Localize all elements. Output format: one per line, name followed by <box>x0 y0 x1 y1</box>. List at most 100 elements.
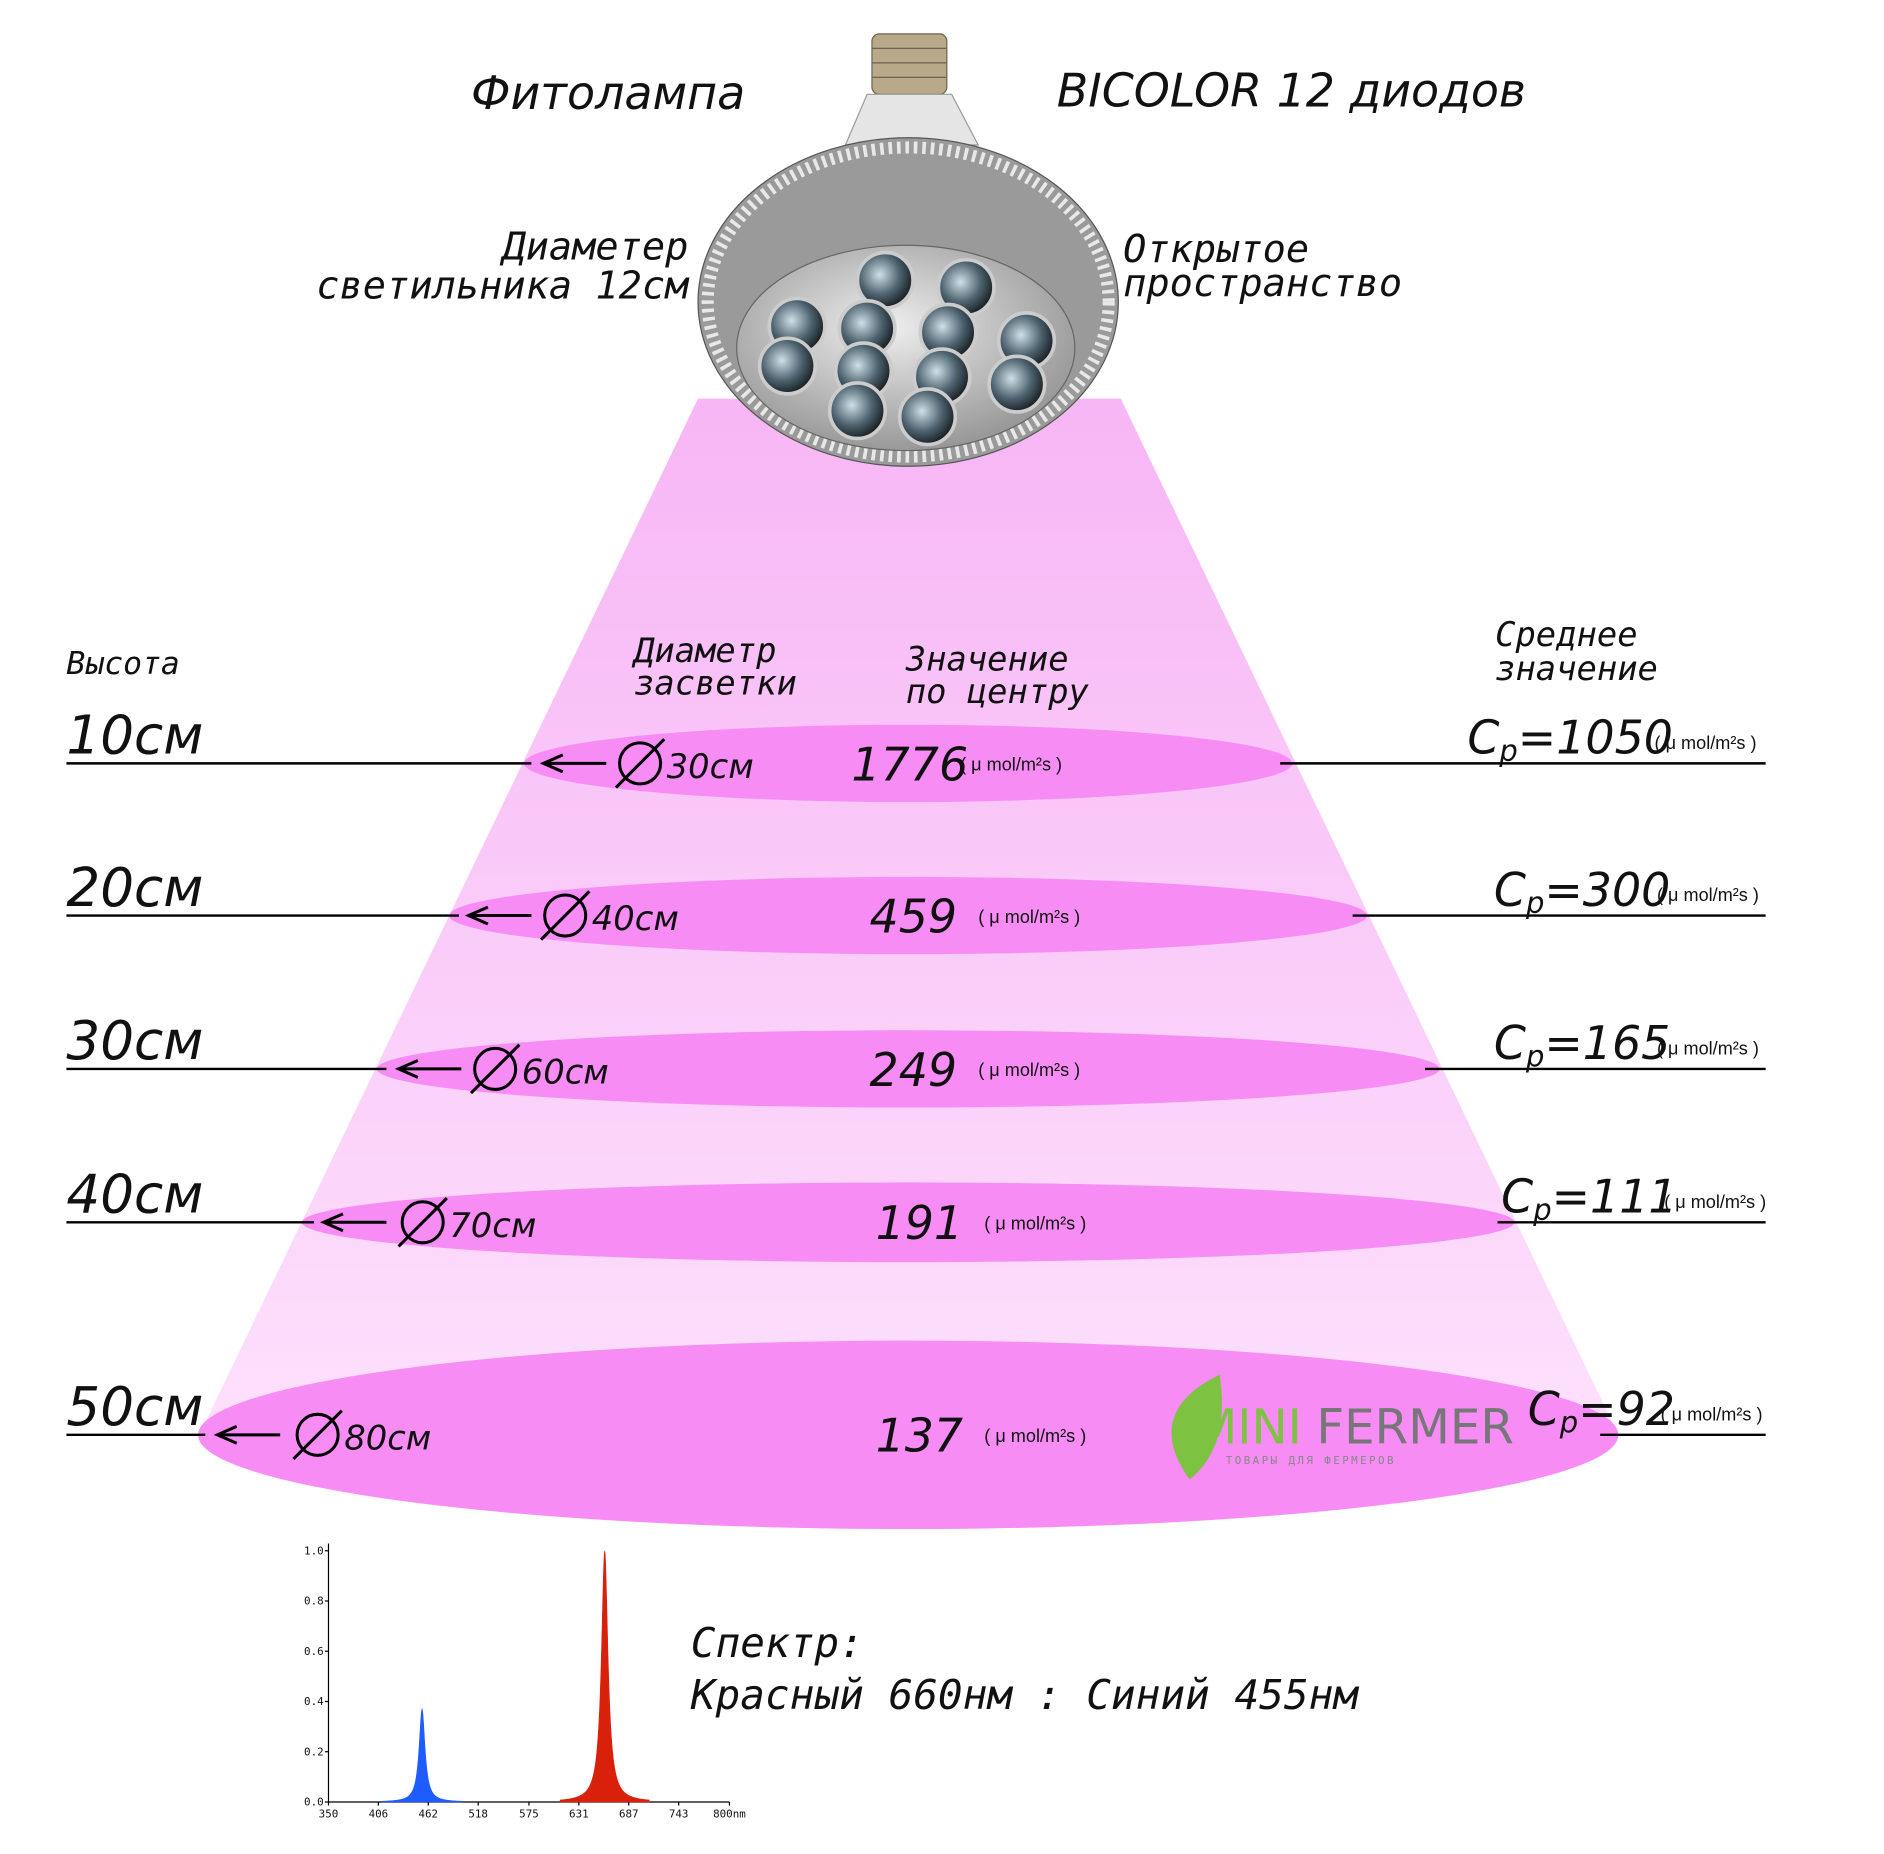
open-space: пространство <box>1123 261 1402 306</box>
center-value: 1776 <box>851 737 968 791</box>
light-spot <box>524 724 1293 803</box>
average-symbol: C <box>1494 1016 1526 1070</box>
average-symbol: C <box>1501 1170 1533 1224</box>
unit: ( μ mol/m²s ) <box>1664 1192 1766 1212</box>
height-label: 10см <box>66 705 203 767</box>
spectrum-peak <box>381 1708 463 1803</box>
logo: MINI FERMER ТОВАРЫ ДЛЯ ФЕРМЕРОВ <box>1171 1374 1514 1480</box>
led <box>827 381 888 441</box>
average-number: =165 <box>1544 1016 1670 1070</box>
y-tick-label: 0.0 <box>304 1796 324 1809</box>
diameter-value: 80см <box>344 1418 431 1457</box>
average-number: =1050 <box>1518 711 1673 765</box>
logo-part1: MINI <box>1196 1399 1302 1455</box>
average-subscript: p <box>1532 1193 1551 1227</box>
logo-tagline: ТОВАРЫ ДЛЯ ФЕРМЕРОВ <box>1226 1454 1396 1467</box>
average-symbol: C <box>1494 863 1526 917</box>
y-tick-label: 0.2 <box>304 1745 324 1758</box>
diameter-value: 30см <box>667 747 754 786</box>
lamp-diameter: светильника 12см <box>316 263 690 308</box>
height-label: 20см <box>66 857 203 919</box>
average-symbol: C <box>1467 711 1499 765</box>
average-value: Cp=165 <box>1494 1016 1670 1073</box>
average-symbol: C <box>1528 1382 1560 1436</box>
column-header: Значение <box>905 639 1069 678</box>
open-space: Открытое <box>1123 227 1309 272</box>
unit: ( μ mol/m²s ) <box>984 1426 1086 1446</box>
light-spot <box>376 1030 1440 1108</box>
x-tick-label: 350 <box>319 1808 339 1821</box>
average-subscript: p <box>1498 734 1517 768</box>
spectrum-caption: Красный 660нм : Синий 455нм <box>690 1671 1360 1719</box>
average-value: Cp=1050 <box>1467 711 1673 768</box>
center-value: 137 <box>876 1409 964 1463</box>
x-tick-label: 800nm <box>713 1808 746 1821</box>
center-value: 191 <box>876 1196 964 1250</box>
unit: ( μ mol/m²s ) <box>960 755 1062 775</box>
unit: ( μ mol/m²s ) <box>1655 733 1757 753</box>
column-header: засветки <box>634 664 797 703</box>
arrow <box>319 1212 387 1233</box>
diameter-symbol <box>469 1043 521 1095</box>
unit: ( μ mol/m²s ) <box>1657 885 1759 905</box>
x-tick-label: 462 <box>418 1808 438 1821</box>
spectrum-chart: 350 406 462 518 575 631 687 743 800nm 0.0 0.2 0.4 0.… <box>304 1543 746 1821</box>
diameter-symbol <box>543 893 588 938</box>
diameter-value: 40см <box>592 899 679 938</box>
diameter-symbol <box>473 1046 518 1091</box>
spectrum-caption: Спектр: <box>691 1619 864 1667</box>
center-value: 249 <box>870 1043 958 1097</box>
center-value: 459 <box>870 889 958 943</box>
column-header: значение <box>1495 649 1658 688</box>
logo-part2: FERMER <box>1316 1399 1514 1455</box>
spectrum-peak <box>559 1550 650 1803</box>
led <box>897 387 958 447</box>
height-label: 50см <box>66 1376 203 1438</box>
y-tick-label: 0.4 <box>304 1695 324 1708</box>
average-number: =300 <box>1544 863 1670 917</box>
y-tick-label: 1.0 <box>304 1544 324 1557</box>
lamp-diameter: Диаметер <box>499 225 688 270</box>
led <box>987 354 1047 414</box>
arrow <box>394 1059 462 1079</box>
unit: ( μ mol/m²s ) <box>1661 1404 1763 1424</box>
average-value: Cp=92 <box>1528 1382 1675 1439</box>
average-subscript: p <box>1525 886 1544 920</box>
unit: ( μ mol/m²s ) <box>984 1214 1086 1234</box>
y-tick-label: 0.6 <box>304 1645 324 1658</box>
column-header: по центру <box>906 672 1090 711</box>
diameter-symbol <box>295 1412 340 1457</box>
arrow <box>539 753 607 774</box>
x-tick-label: 575 <box>519 1808 539 1821</box>
diameter-symbol <box>397 1197 448 1248</box>
average-value: Cp=111 <box>1501 1170 1677 1227</box>
title-left: Фитолампа <box>471 66 745 120</box>
average-number: =92 <box>1578 1382 1675 1436</box>
led <box>757 336 818 396</box>
diameter-symbol <box>292 1409 343 1461</box>
arrow <box>213 1424 281 1445</box>
column-header: Высота <box>66 646 179 682</box>
led-group <box>757 250 1057 447</box>
height-label: 30см <box>66 1010 203 1072</box>
x-tick-label: 631 <box>569 1808 589 1821</box>
diameter-symbol <box>614 738 666 789</box>
x-tick-label: 518 <box>468 1808 488 1821</box>
unit: ( μ mol/m²s ) <box>978 907 1080 927</box>
light-spot <box>198 1340 1619 1530</box>
light-spot <box>449 876 1368 955</box>
average-subscript: p <box>1525 1039 1544 1073</box>
arrow <box>464 905 532 926</box>
column-header: Диаметр <box>631 631 776 670</box>
unit: ( μ mol/m²s ) <box>1657 1038 1759 1058</box>
x-tick-label: 687 <box>619 1808 639 1821</box>
diameter-symbol <box>618 741 663 786</box>
average-number: =111 <box>1552 1170 1678 1224</box>
x-tick-label: 406 <box>369 1808 389 1821</box>
diameter-value: 60см <box>522 1052 609 1091</box>
y-tick-label: 0.8 <box>304 1595 324 1608</box>
x-tick-label: 743 <box>669 1808 689 1821</box>
column-header: Среднее <box>1495 615 1637 654</box>
diameter-symbol <box>400 1200 445 1245</box>
